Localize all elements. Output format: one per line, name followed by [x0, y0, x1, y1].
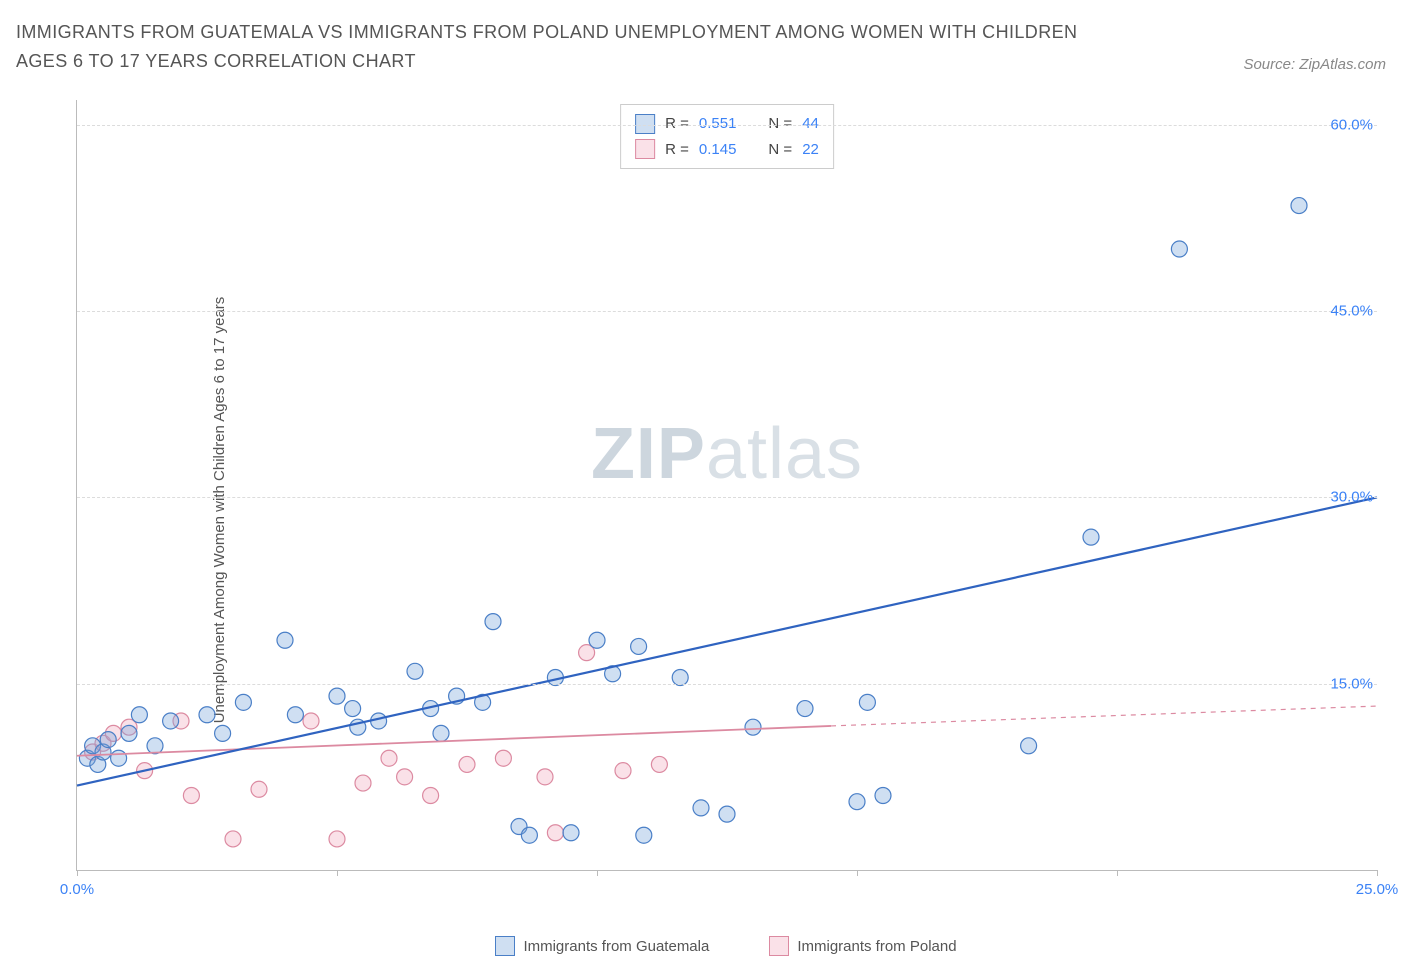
- data-point: [215, 725, 231, 741]
- data-point: [547, 825, 563, 841]
- data-point: [495, 750, 511, 766]
- legend-label-guatemala: Immigrants from Guatemala: [523, 938, 709, 955]
- swatch-guatemala: [495, 936, 515, 956]
- data-point: [329, 831, 345, 847]
- data-point: [225, 831, 241, 847]
- data-point: [651, 756, 667, 772]
- x-tick: [337, 870, 338, 876]
- data-point: [1021, 738, 1037, 754]
- data-point: [100, 732, 116, 748]
- x-tick-label: 25.0%: [1356, 881, 1399, 898]
- data-point: [381, 750, 397, 766]
- data-point: [111, 750, 127, 766]
- chart-title: IMMIGRANTS FROM GUATEMALA VS IMMIGRANTS …: [16, 18, 1116, 76]
- data-point: [433, 725, 449, 741]
- data-point: [397, 769, 413, 785]
- data-point: [615, 763, 631, 779]
- data-point: [459, 756, 475, 772]
- y-tick-label: 45.0%: [1330, 303, 1373, 320]
- trendline: [77, 497, 1377, 785]
- data-point: [693, 800, 709, 816]
- data-point: [797, 701, 813, 717]
- x-tick-label: 0.0%: [60, 881, 94, 898]
- data-point: [521, 827, 537, 843]
- swatch-poland: [769, 936, 789, 956]
- data-point: [277, 632, 293, 648]
- scatter-plot: ZIPatlas R = 0.551 N = 44 R = 0.145 N = …: [76, 100, 1377, 871]
- y-tick-label: 15.0%: [1330, 675, 1373, 692]
- data-point: [636, 827, 652, 843]
- data-point: [719, 806, 735, 822]
- gridline: [77, 125, 1377, 126]
- source-attribution: Source: ZipAtlas.com: [1243, 56, 1386, 73]
- data-point: [631, 638, 647, 654]
- gridline: [77, 684, 1377, 685]
- data-point: [537, 769, 553, 785]
- gridline: [77, 497, 1377, 498]
- x-tick: [1117, 870, 1118, 876]
- data-point: [1083, 529, 1099, 545]
- data-point: [485, 614, 501, 630]
- data-point: [423, 787, 439, 803]
- y-tick-label: 30.0%: [1330, 489, 1373, 506]
- data-point: [303, 713, 319, 729]
- data-point: [199, 707, 215, 723]
- y-tick-label: 60.0%: [1330, 116, 1373, 133]
- gridline: [77, 311, 1377, 312]
- data-point: [345, 701, 361, 717]
- data-point: [859, 694, 875, 710]
- data-point: [183, 787, 199, 803]
- data-point: [875, 787, 891, 803]
- x-tick: [77, 870, 78, 876]
- data-point: [251, 781, 267, 797]
- x-tick: [857, 870, 858, 876]
- trendline: [77, 726, 831, 756]
- data-point: [1291, 198, 1307, 214]
- trendline: [831, 706, 1377, 726]
- data-point: [745, 719, 761, 735]
- data-point: [355, 775, 371, 791]
- data-point: [589, 632, 605, 648]
- data-point: [131, 707, 147, 723]
- series-legend: Immigrants from Guatemala Immigrants fro…: [76, 936, 1376, 956]
- data-point: [1171, 241, 1187, 257]
- chart-svg: [77, 100, 1377, 870]
- data-point: [849, 794, 865, 810]
- data-point: [235, 694, 251, 710]
- data-point: [329, 688, 345, 704]
- chart-header: IMMIGRANTS FROM GUATEMALA VS IMMIGRANTS …: [16, 18, 1386, 76]
- data-point: [163, 713, 179, 729]
- x-tick: [597, 870, 598, 876]
- legend-item-guatemala: Immigrants from Guatemala: [495, 936, 709, 956]
- data-point: [407, 663, 423, 679]
- data-point: [147, 738, 163, 754]
- data-point: [121, 725, 137, 741]
- legend-item-poland: Immigrants from Poland: [769, 936, 956, 956]
- data-point: [563, 825, 579, 841]
- data-point: [287, 707, 303, 723]
- x-tick: [1377, 870, 1378, 876]
- chart-stage: Unemployment Among Women with Children A…: [16, 100, 1386, 920]
- legend-label-poland: Immigrants from Poland: [797, 938, 956, 955]
